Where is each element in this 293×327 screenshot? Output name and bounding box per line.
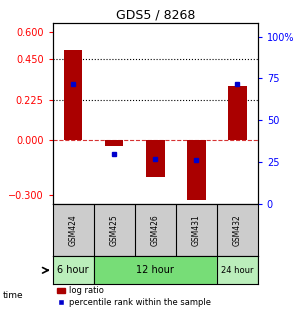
Bar: [94, 256, 217, 284]
Bar: [146, 140, 165, 177]
Text: GSM432: GSM432: [233, 214, 242, 246]
Bar: [187, 140, 205, 200]
Text: GSM425: GSM425: [110, 214, 119, 246]
Text: 24 hour: 24 hour: [221, 266, 253, 275]
Text: GSM431: GSM431: [192, 214, 201, 246]
Bar: [105, 140, 124, 146]
Bar: [53, 256, 94, 284]
Text: GSM426: GSM426: [151, 214, 160, 246]
Bar: [64, 50, 83, 140]
Legend: log ratio, percentile rank within the sample: log ratio, percentile rank within the sa…: [57, 286, 212, 307]
Bar: [217, 256, 258, 284]
Text: GSM424: GSM424: [69, 214, 78, 246]
Title: GDS5 / 8268: GDS5 / 8268: [116, 9, 195, 22]
Bar: [228, 86, 246, 140]
Text: 12 hour: 12 hour: [136, 265, 174, 275]
Text: 6 hour: 6 hour: [57, 265, 89, 275]
Text: time: time: [3, 291, 23, 301]
